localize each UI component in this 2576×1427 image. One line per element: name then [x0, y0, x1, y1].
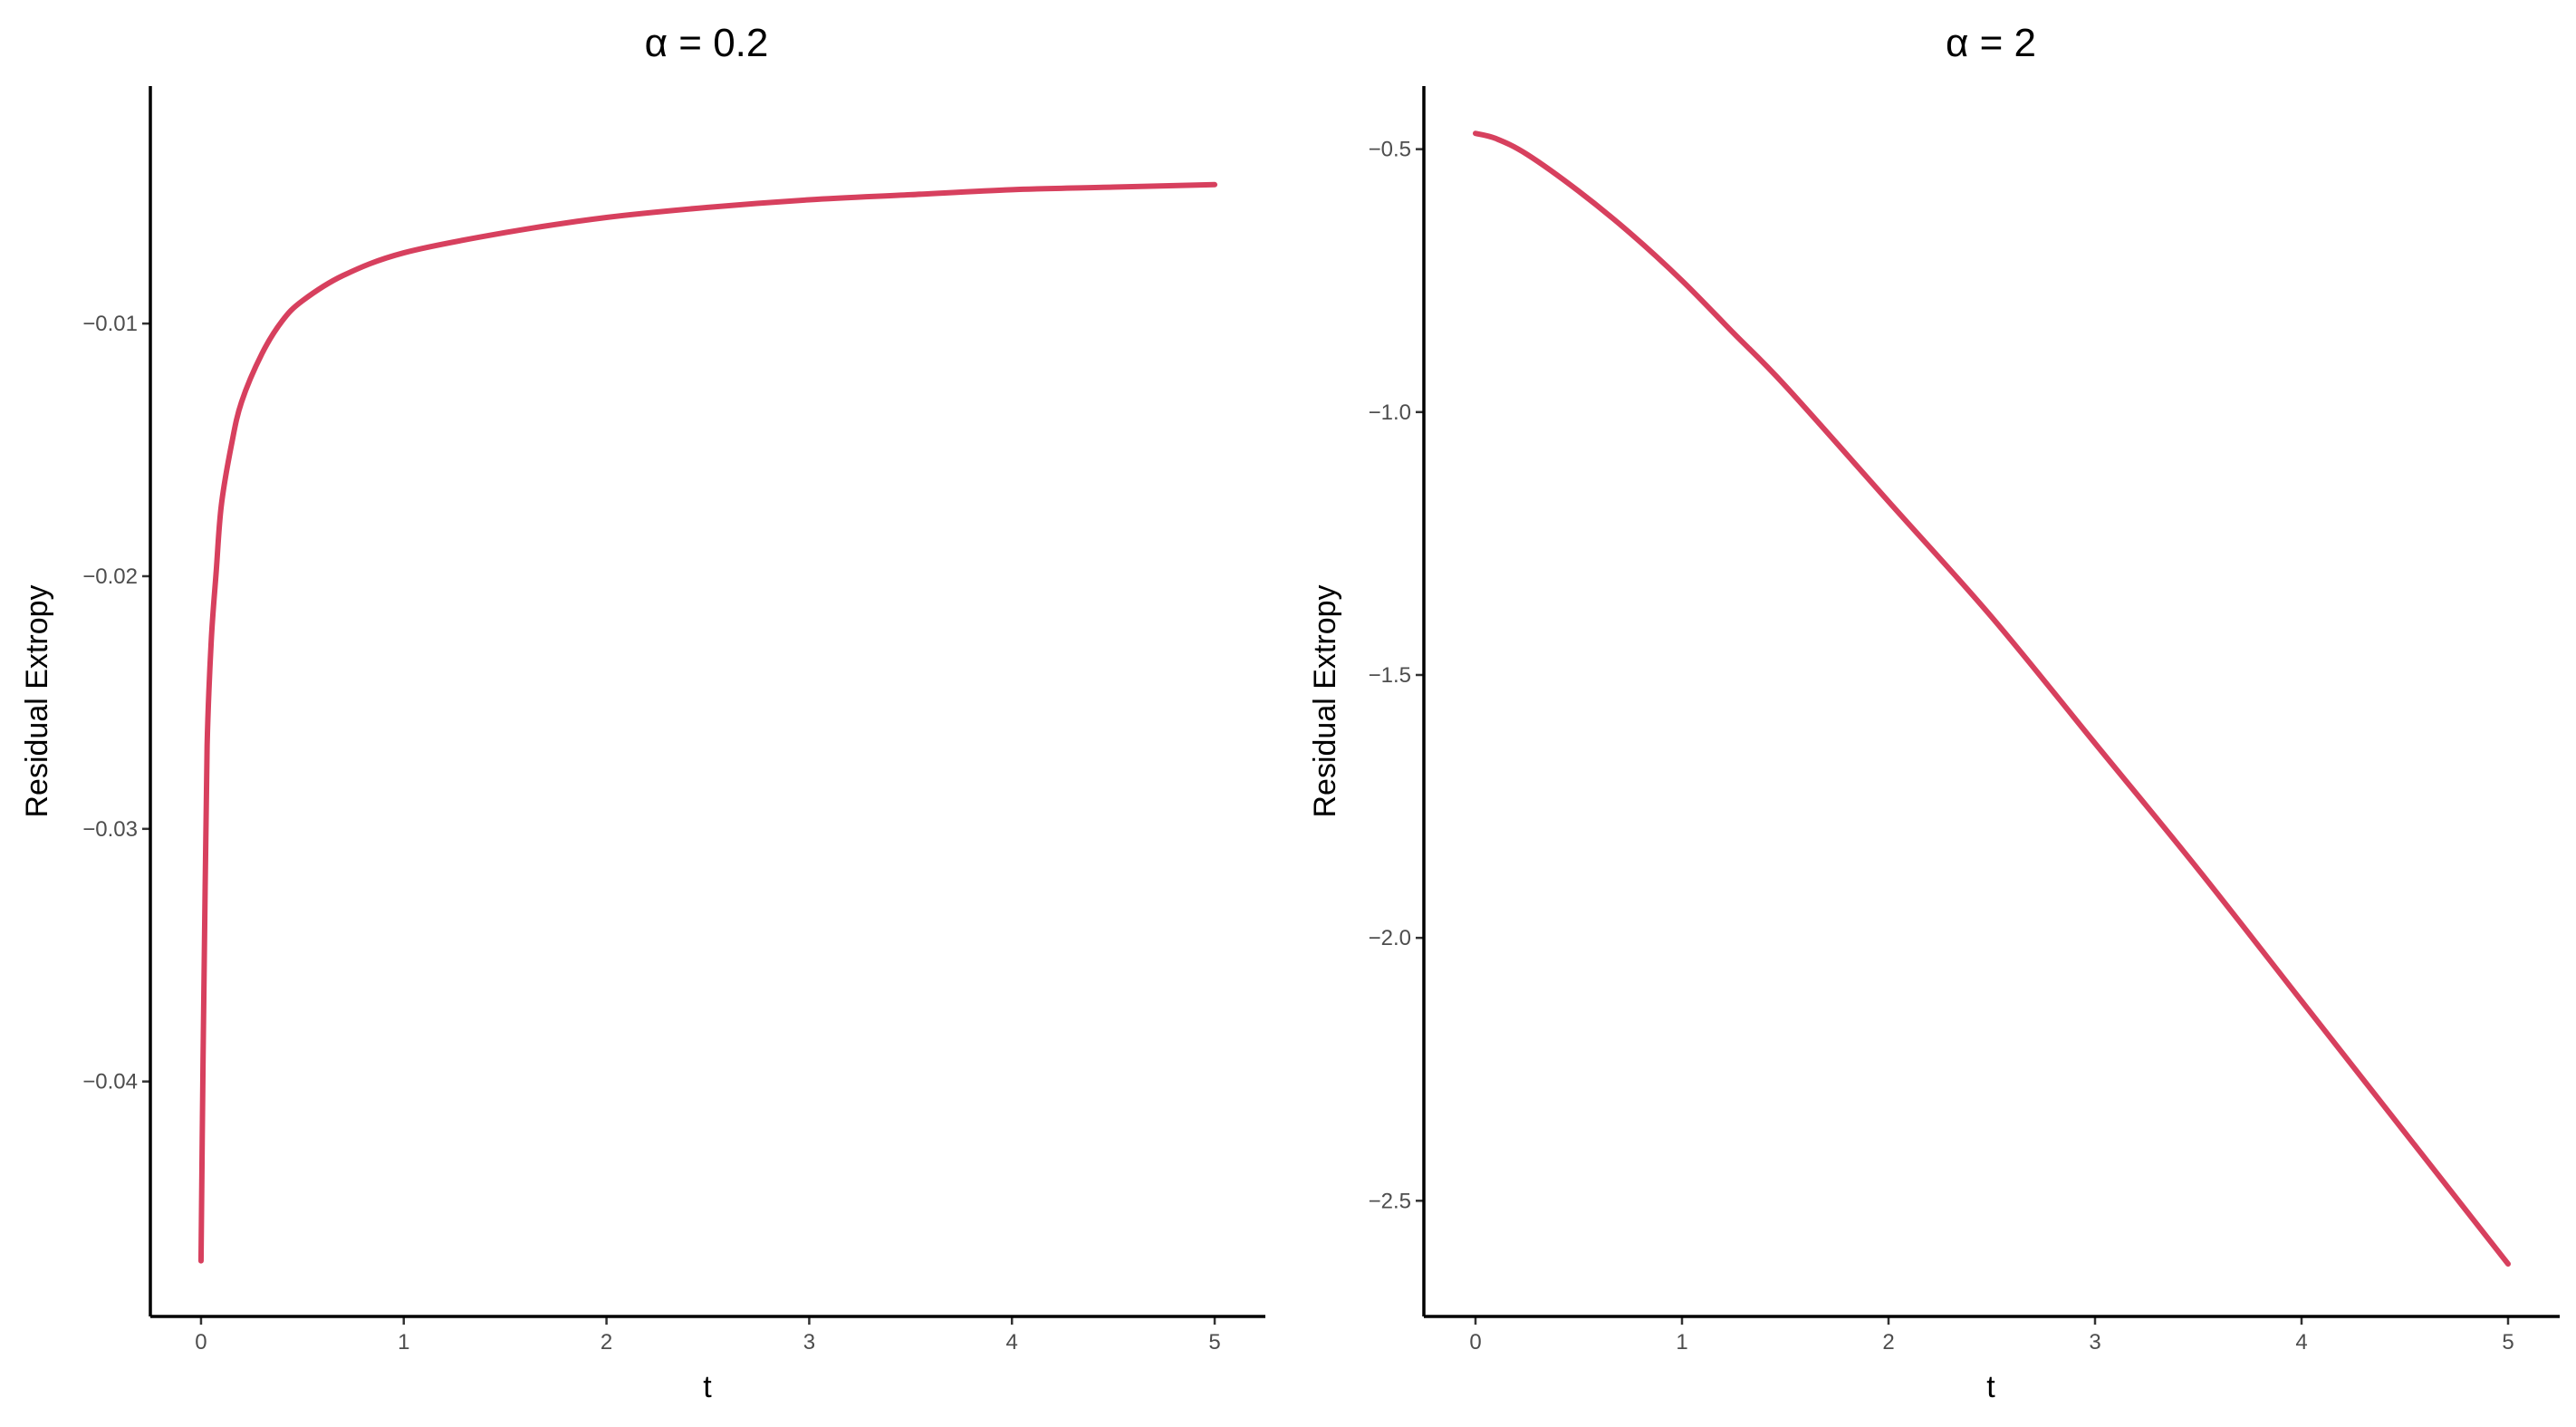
x-tick-label: 2 — [601, 1330, 612, 1355]
y-axis-label: Residual Extropy — [20, 584, 54, 817]
x-tick-label: 3 — [2089, 1330, 2100, 1355]
y-tick-label: −0.04 — [82, 1070, 138, 1094]
x-tick-label: 4 — [1006, 1330, 1018, 1355]
x-tick-label: 5 — [1208, 1330, 1220, 1355]
series-line — [197, 181, 1218, 1264]
y-tick-label: −0.5 — [1369, 138, 1411, 162]
x-tick-label: 0 — [1469, 1330, 1481, 1355]
y-axis-ticks: −0.04 −0.03 −0.02 −0.01 — [82, 312, 150, 1094]
x-tick-label: 5 — [2502, 1330, 2514, 1355]
x-tick-label: 1 — [1676, 1330, 1687, 1355]
y-tick-label: −1.0 — [1369, 400, 1411, 425]
x-axis-label: t — [1986, 1370, 1995, 1404]
x-tick-label: 2 — [1882, 1330, 1894, 1355]
x-axis-ticks: 0 1 2 3 4 5 — [1469, 1316, 2514, 1355]
x-tick-label: 1 — [398, 1330, 409, 1355]
y-tick-label: −0.02 — [82, 564, 138, 589]
x-axis-label: t — [703, 1370, 712, 1404]
y-tick-label: −0.03 — [82, 817, 138, 842]
x-tick-label: 3 — [803, 1330, 815, 1355]
chart-title: α = 2 — [1946, 21, 2036, 65]
chart-panel-right: α = 2 −2.5 −2.0 −1.5 −1.0 −0.5 0 1 2 3 4 5 t Resi… — [1308, 21, 2560, 1404]
y-tick-label: −0.01 — [82, 312, 138, 336]
x-tick-label: 4 — [2295, 1330, 2307, 1355]
y-axis-ticks: −2.5 −2.0 −1.5 −1.0 −0.5 — [1369, 138, 1424, 1213]
series-line — [1473, 130, 2511, 1267]
x-axis-ticks: 0 1 2 3 4 5 — [195, 1316, 1221, 1355]
y-tick-label: −1.5 — [1369, 663, 1411, 688]
chart-title: α = 0.2 — [645, 21, 769, 65]
y-axis-label: Residual Extropy — [1308, 584, 1342, 817]
y-tick-label: −2.0 — [1369, 926, 1411, 950]
x-tick-label: 0 — [195, 1330, 207, 1355]
chart-panel-left: α = 0.2 −0.04 −0.03 −0.02 −0.01 0 1 2 3 4 5 t Re… — [20, 21, 1265, 1404]
y-tick-label: −2.5 — [1369, 1189, 1411, 1213]
